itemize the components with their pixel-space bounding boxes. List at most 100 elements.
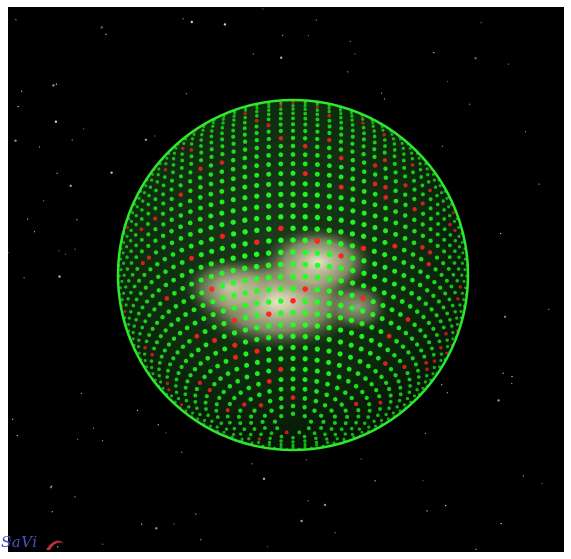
coverage-dot [139, 237, 144, 242]
coverage-dot [405, 371, 410, 376]
coverage-dot [332, 420, 337, 425]
star [548, 308, 550, 310]
coverage-dot [219, 421, 224, 426]
coverage-dot [196, 417, 200, 421]
coverage-dot [372, 191, 378, 197]
coverage-dot [439, 272, 444, 277]
coverage-dot [184, 398, 189, 403]
coverage-dot [302, 237, 308, 244]
coverage-dot [360, 295, 366, 301]
star [381, 92, 383, 94]
coverage-dot [428, 206, 433, 211]
coverage-dot [445, 338, 449, 342]
coverage-dot [383, 380, 389, 386]
coverage-dot [212, 381, 217, 387]
coverage-dot [152, 346, 157, 351]
coverage-dot [139, 227, 144, 232]
coverage-dot [338, 265, 345, 272]
star [8, 251, 9, 254]
coverage-dot [163, 282, 169, 288]
coverage-dot [232, 118, 236, 122]
coverage-dot [290, 376, 296, 382]
coverage-dot [266, 136, 271, 142]
coverage-dot [366, 415, 371, 419]
coverage-dot [367, 425, 371, 429]
coverage-dot [343, 408, 348, 413]
coverage-dot [169, 394, 174, 398]
coverage-dot [314, 335, 321, 341]
coverage-dot [372, 172, 378, 177]
coverage-dot [136, 311, 141, 316]
coverage-dot [422, 354, 427, 359]
coverage-dot [401, 146, 405, 151]
coverage-dot [265, 203, 272, 209]
coverage-dot [443, 291, 448, 296]
coverage-dot [402, 165, 407, 170]
coverage-dot [162, 175, 167, 179]
coverage-dot [278, 191, 284, 198]
star [144, 138, 148, 141]
coverage-dot [377, 342, 383, 348]
coverage-dot [254, 172, 260, 178]
coverage-dot [265, 214, 272, 221]
coverage-dot [203, 342, 209, 348]
coverage-dot [266, 144, 272, 150]
coverage-dot [410, 264, 415, 270]
coverage-dot [220, 131, 224, 136]
coverage-dot [162, 256, 168, 262]
coverage-dot [324, 392, 330, 398]
star [280, 56, 283, 59]
coverage-dot [327, 114, 331, 118]
coverage-dot [423, 380, 427, 384]
coverage-dot [171, 170, 175, 175]
coverage-dot [134, 222, 138, 227]
coverage-dot [149, 359, 154, 363]
coverage-dot [350, 123, 355, 127]
coverage-dot [210, 419, 214, 423]
coverage-dot [265, 287, 272, 293]
coverage-dot [188, 179, 193, 184]
coverage-dot [278, 214, 284, 220]
coverage-dot [302, 261, 309, 268]
coverage-dot [195, 406, 199, 411]
coverage-dot [439, 352, 444, 356]
coverage-dot [402, 213, 408, 218]
coverage-dot [254, 145, 260, 151]
star [74, 248, 76, 250]
coverage-dot [372, 181, 378, 187]
coverage-dot [131, 303, 136, 308]
coverage-dot [266, 112, 271, 117]
coverage-dot [290, 191, 296, 197]
coverage-dot [441, 261, 446, 266]
coverage-dot [257, 437, 261, 441]
coverage-dot [232, 426, 237, 431]
coverage-dot [326, 263, 333, 270]
coverage-dot [207, 387, 212, 393]
star [507, 63, 510, 65]
coverage-dot [242, 253, 248, 259]
coverage-dot [169, 240, 175, 246]
coverage-dot [148, 185, 153, 189]
coverage-dot [453, 310, 457, 314]
coverage-dot [315, 123, 320, 128]
star [195, 513, 197, 515]
coverage-dot [326, 227, 332, 234]
coverage-dot [377, 394, 382, 399]
coverage-dot [440, 191, 444, 195]
coverage-dot [200, 303, 206, 309]
coverage-dot [393, 179, 398, 184]
coverage-dot [171, 356, 176, 361]
star [182, 18, 184, 20]
coverage-dot [230, 267, 236, 274]
coverage-dot [242, 164, 248, 170]
coverage-dot [164, 162, 168, 166]
3d-viewport[interactable] [8, 7, 564, 552]
coverage-dot [327, 118, 332, 123]
coverage-dot [242, 132, 247, 137]
coverage-dot [361, 137, 366, 142]
coverage-dot [291, 104, 295, 108]
globe-scene[interactable] [8, 7, 564, 552]
coverage-dot [189, 161, 194, 166]
coverage-dot [232, 354, 239, 360]
coverage-dot [266, 171, 272, 177]
